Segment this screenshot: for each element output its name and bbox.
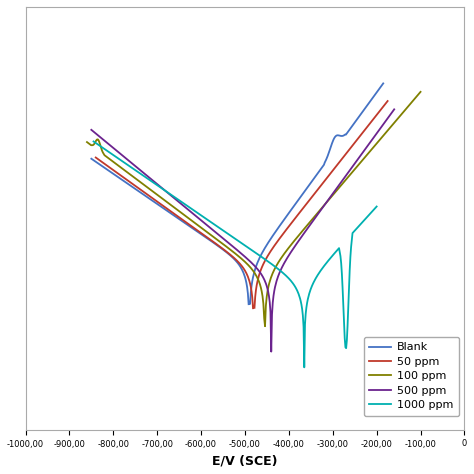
100 ppm [216,238,222,244]
Line: Blank: Blank [91,83,383,304]
1000 ppm [374,204,380,210]
500 ppm [310,219,315,225]
100 ppm [418,89,423,95]
50 ppm [385,98,391,104]
Legend: Blank, 50 ppm, 100 ppm, 500 ppm, 1000 ppm: Blank, 50 ppm, 100 ppm, 500 ppm, 1000 pp… [364,337,459,416]
Line: 500 ppm: 500 ppm [91,109,394,352]
500 ppm [392,107,397,112]
1000 ppm [91,138,96,144]
50 ppm [128,180,134,185]
1000 ppm [125,162,130,168]
500 ppm [125,157,131,163]
1000 ppm [203,216,209,221]
Blank [89,156,94,162]
Blank [124,180,129,186]
Line: 1000 ppm: 1000 ppm [93,141,377,367]
Blank [273,228,279,234]
1000 ppm [296,293,302,299]
100 ppm [124,169,130,175]
Blank [183,221,189,227]
100 ppm [326,197,331,203]
50 ppm [209,237,214,243]
500 ppm [280,263,285,269]
500 ppm [268,349,274,355]
1000 ppm [183,202,189,208]
500 ppm [209,226,214,231]
100 ppm [193,220,199,226]
100 ppm [295,234,301,239]
500 ppm [187,208,193,214]
50 ppm [306,198,311,204]
Line: 50 ppm: 50 ppm [96,101,388,308]
Blank [204,235,210,241]
Line: 100 ppm: 100 ppm [87,92,420,326]
50 ppm [277,235,283,241]
500 ppm [89,127,94,133]
100 ppm [84,139,90,145]
1000 ppm [269,261,274,267]
50 ppm [188,223,194,228]
1000 ppm [295,289,301,295]
X-axis label: E/V (SCE): E/V (SCE) [212,454,278,467]
50 ppm [304,200,310,206]
100 ppm [262,323,268,329]
Blank [301,189,307,195]
Blank [381,81,386,86]
1000 ppm [301,365,307,370]
Blank [300,191,306,197]
100 ppm [328,195,333,201]
50 ppm [93,155,99,160]
500 ppm [308,221,314,227]
